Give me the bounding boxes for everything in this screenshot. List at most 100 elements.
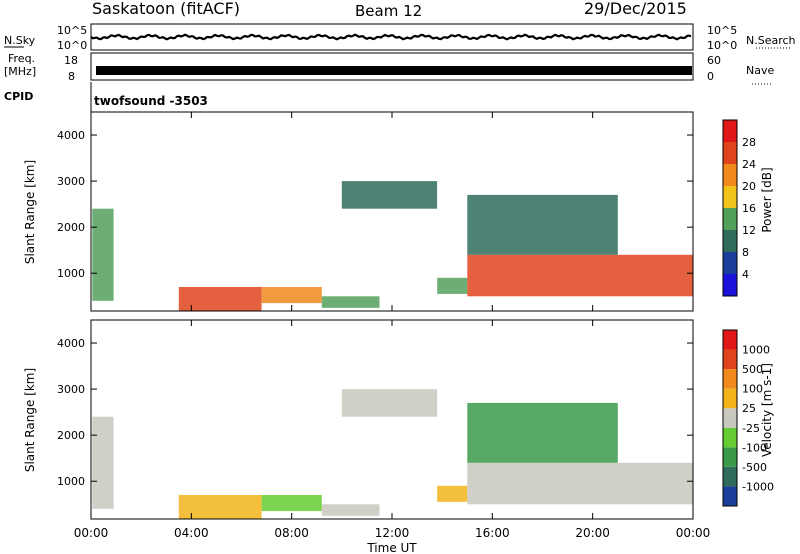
nsky-tick-bottom: 10^0 — [57, 39, 87, 52]
heatmap-cell — [467, 402, 618, 463]
beam-title: Beam 12 — [355, 2, 422, 20]
freq-label-line1: Freq. — [8, 52, 35, 65]
x-tick-label: 12:00 — [375, 526, 410, 540]
nave-tick-bottom: 0 — [707, 70, 714, 83]
colorbar-frame — [722, 329, 738, 507]
power-colorbar-label: Power [dB] — [760, 167, 774, 232]
cpid-value: twofsound -3503 — [94, 94, 208, 108]
colorbar-segment — [723, 427, 737, 448]
heatmap-cell — [321, 504, 380, 516]
time-axis: 00:00 04:00 08:00 12:00 16:00 20:00 00:00 — [74, 112, 711, 540]
colorbar-segment — [723, 330, 737, 350]
power-colorbar: 28 24 20 16 12 8 4 — [722, 119, 756, 297]
velocity-ylabel: Slant Range [km] — [23, 368, 37, 472]
velocity-heatmap — [92, 389, 694, 519]
y-tick-label: 4000 — [57, 337, 85, 350]
colorbar-tick-label: -1000 — [742, 480, 774, 493]
freq-tick-bottom: 8 — [68, 70, 75, 83]
colorbar-segment — [723, 164, 737, 186]
nsky-trace — [90, 33, 692, 41]
colorbar-tick-label: -500 — [742, 461, 767, 474]
y-tick-label: 1000 — [57, 267, 85, 280]
nsky-tick-top: 10^5 — [57, 24, 87, 37]
heatmap-cell — [341, 389, 438, 417]
colorbar-segment — [723, 186, 737, 208]
x-tick-label: 20:00 — [575, 526, 610, 540]
heatmap-cell — [178, 287, 262, 311]
heatmap-cell — [467, 254, 694, 297]
colorbar-segment — [723, 230, 737, 252]
colorbar-tick-label: 8 — [742, 246, 749, 259]
colorbar-segment — [723, 120, 737, 142]
colorbar-segment — [723, 252, 737, 274]
station-title: Saskatoon (fitACF) — [92, 0, 240, 18]
colorbar-tick-label: 500 — [742, 363, 763, 376]
colorbar-tick-label: 24 — [742, 158, 756, 171]
colorbar-segment — [723, 274, 737, 296]
x-tick-label: 08:00 — [274, 526, 309, 540]
nsearch-label: N.Search — [746, 34, 796, 47]
velocity-colorbar-label: Velocity [m s-1] — [760, 363, 774, 457]
nsearch-tick-top: 10^5 — [707, 24, 737, 37]
nave-label: Nave — [746, 64, 774, 77]
time-axis-label: Time UT — [366, 541, 417, 554]
x-tick-label: 00:00 — [74, 526, 109, 540]
colorbar-tick-label: 1000 — [742, 344, 770, 357]
heatmap-cell — [92, 416, 114, 509]
y-tick-label: 3000 — [57, 175, 85, 188]
heatmap-cell — [92, 208, 114, 301]
colorbar-tick-label: 100 — [742, 383, 763, 396]
heatmap-cell — [261, 287, 322, 304]
velocity-colorbar: 1000 500 100 25 -25 -100 -500 -1000 — [722, 329, 774, 507]
colorbar-tick-label: 12 — [742, 224, 756, 237]
x-tick-label: 00:00 — [676, 526, 711, 540]
nsky-label: N.Sky — [4, 34, 36, 47]
heatmap-cell — [437, 485, 468, 502]
heatmap-cell — [178, 495, 262, 519]
colorbar-tick-label: 28 — [742, 136, 756, 149]
y-tick-label: 2000 — [57, 429, 85, 442]
freq-label-line2: [MHz] — [4, 65, 36, 78]
y-tick-label: 4000 — [57, 129, 85, 142]
colorbar-segment — [723, 466, 737, 487]
date-title: 29/Dec/2015 — [584, 0, 687, 18]
heatmap-cell — [437, 277, 468, 294]
heatmap-cell — [341, 181, 438, 209]
colorbar-segment — [723, 447, 737, 467]
y-tick-label: 3000 — [57, 383, 85, 396]
nsearch-tick-bottom: 10^0 — [707, 39, 737, 52]
colorbar-segment — [723, 349, 737, 370]
heatmap-cell — [467, 194, 618, 255]
velocity-yaxis: 1000 2000 3000 4000 — [57, 337, 693, 488]
power-yaxis: 1000 2000 3000 4000 — [57, 129, 693, 280]
freq-panel-frame — [90, 52, 694, 81]
freq-tick-top: 18 — [64, 54, 78, 67]
colorbar-segment — [723, 408, 737, 428]
colorbar-segment — [723, 486, 737, 506]
heatmap-cell — [261, 495, 322, 512]
freq-band — [96, 66, 692, 75]
colorbar-tick-label: 20 — [742, 180, 756, 193]
heatmap-cell — [321, 296, 380, 308]
y-tick-label: 1000 — [57, 475, 85, 488]
heatmap-cell — [467, 462, 694, 505]
colorbar-segment — [723, 208, 737, 230]
nave-tick-top: 60 — [707, 54, 721, 67]
colorbar-segment — [723, 369, 737, 389]
freq-trace — [96, 66, 692, 75]
x-tick-label: 16:00 — [475, 526, 510, 540]
colorbar-segment — [723, 388, 737, 409]
cpid-label: CPID — [4, 90, 33, 103]
x-tick-label: 04:00 — [174, 526, 209, 540]
colorbar-segment — [723, 142, 737, 164]
colorbar-tick-label: 25 — [742, 402, 756, 415]
colorbar-tick-label: 16 — [742, 202, 756, 215]
colorbar-tick-label: 4 — [742, 268, 749, 281]
colorbar-tick-label: -100 — [742, 441, 767, 454]
colorbar-tick-label: -25 — [742, 422, 760, 435]
colorbar-frame — [722, 119, 738, 297]
power-heatmap — [92, 181, 694, 311]
power-ylabel: Slant Range [km] — [23, 160, 37, 264]
y-tick-label: 2000 — [57, 221, 85, 234]
